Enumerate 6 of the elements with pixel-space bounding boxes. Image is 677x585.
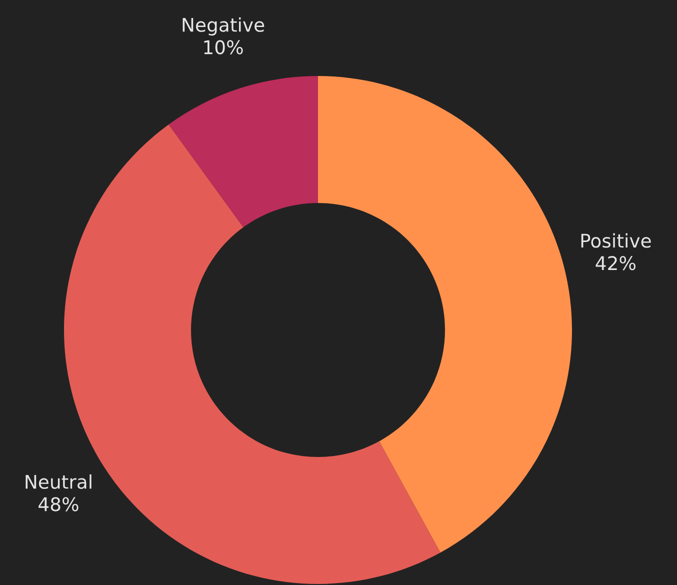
slice-label: Negative [182, 17, 264, 36]
data-label: 42% [596, 256, 636, 270]
slice-label: Neutral [26, 474, 92, 489]
data-label: 10% [204, 40, 243, 54]
data-label: 48% [38, 497, 78, 512]
slice-label: Positive [581, 233, 651, 248]
